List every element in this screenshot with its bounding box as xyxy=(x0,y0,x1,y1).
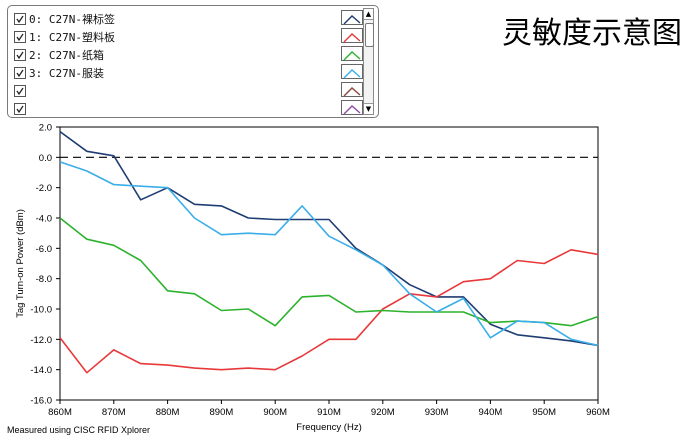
legend-swatch-icon[interactable] xyxy=(341,10,363,25)
scroll-down-arrow-icon[interactable]: ▼ xyxy=(364,103,373,114)
y-tick-label: -12.0 xyxy=(30,335,52,346)
x-tick-label: 920M xyxy=(371,407,395,418)
legend-swatch-icon[interactable] xyxy=(341,82,363,97)
legend-label: 3: C27N-服装 xyxy=(29,67,104,80)
x-tick-label: 910M xyxy=(317,407,341,418)
y-tick-label: -14.0 xyxy=(30,365,52,376)
x-tick-label: 950M xyxy=(532,407,556,418)
x-axis-label: Frequency (Hz) xyxy=(296,422,361,433)
x-tick-label: 930M xyxy=(425,407,449,418)
legend-label: 2: C27N-纸箱 xyxy=(29,49,104,62)
scrollbar-thumb[interactable] xyxy=(365,23,374,47)
plot-frame xyxy=(59,126,599,401)
legend-checkbox[interactable] xyxy=(14,67,26,79)
x-tick-label: 870M xyxy=(102,407,126,418)
legend-panel: 0: C27N-裸标签 1: C27N-塑料板 2: C27N-纸箱 3: C27N-… xyxy=(7,5,379,118)
legend-checkbox[interactable] xyxy=(14,85,26,97)
checkmark-icon xyxy=(16,105,24,114)
legend-label: 0: C27N-裸标签 xyxy=(29,13,115,26)
y-tick-label: -2.0 xyxy=(36,183,52,194)
y-tick-label: -16.0 xyxy=(30,396,52,407)
y-tick-label: 2.0 xyxy=(39,123,52,134)
y-axis-label: Tag Turn-on Power (dBm) xyxy=(15,209,26,318)
checkmark-icon xyxy=(16,51,24,60)
x-tick-label: 960M xyxy=(586,407,610,418)
checkmark-icon xyxy=(16,87,24,96)
page-title: 灵敏度示意图 xyxy=(502,16,682,51)
legend-item[interactable]: 0: C27N-裸标签 xyxy=(14,10,374,28)
legend-item[interactable]: 3: C27N-服装 xyxy=(14,64,374,82)
checkmark-icon xyxy=(16,69,24,78)
legend-checkbox[interactable] xyxy=(14,13,26,25)
x-tick-label: 890M xyxy=(210,407,234,418)
legend-label: 1: C27N-塑料板 xyxy=(29,31,115,44)
legend-swatch-icon[interactable] xyxy=(341,28,363,43)
y-tick-label: -4.0 xyxy=(36,214,52,225)
legend-item[interactable]: 2: C27N-纸箱 xyxy=(14,46,374,64)
legend-swatch-icon[interactable] xyxy=(341,64,363,79)
legend-item[interactable] xyxy=(14,82,374,100)
checkmark-icon xyxy=(16,33,24,42)
series-line-2 xyxy=(59,217,599,327)
scroll-up-arrow-icon[interactable]: ▲ xyxy=(364,9,373,20)
footnote: Measured using CISC RFID Xplorer xyxy=(7,425,151,435)
x-tick-label: 880M xyxy=(156,407,180,418)
series-line-3 xyxy=(59,161,599,347)
legend-scrollbar[interactable]: ▲ ▼ xyxy=(363,8,374,115)
x-tick-label: 900M xyxy=(263,407,287,418)
y-tick-label: 0.0 xyxy=(39,153,52,164)
y-tick-label: -10.0 xyxy=(30,305,52,316)
checkmark-icon xyxy=(16,15,24,24)
legend-checkbox[interactable] xyxy=(14,103,26,115)
legend-item[interactable] xyxy=(14,100,374,118)
legend-checkbox[interactable] xyxy=(14,49,26,61)
series-line-1 xyxy=(59,249,599,374)
legend-swatch-icon[interactable] xyxy=(341,100,363,115)
legend-item[interactable]: 1: C27N-塑料板 xyxy=(14,28,374,46)
y-tick-label: -6.0 xyxy=(36,244,52,255)
series-line-0 xyxy=(59,130,599,347)
y-tick-label: -8.0 xyxy=(36,274,52,285)
legend-swatch-icon[interactable] xyxy=(341,46,363,61)
legend-checkbox[interactable] xyxy=(14,31,26,43)
x-tick-label: 940M xyxy=(479,407,503,418)
x-tick-label: 860M xyxy=(48,407,72,418)
